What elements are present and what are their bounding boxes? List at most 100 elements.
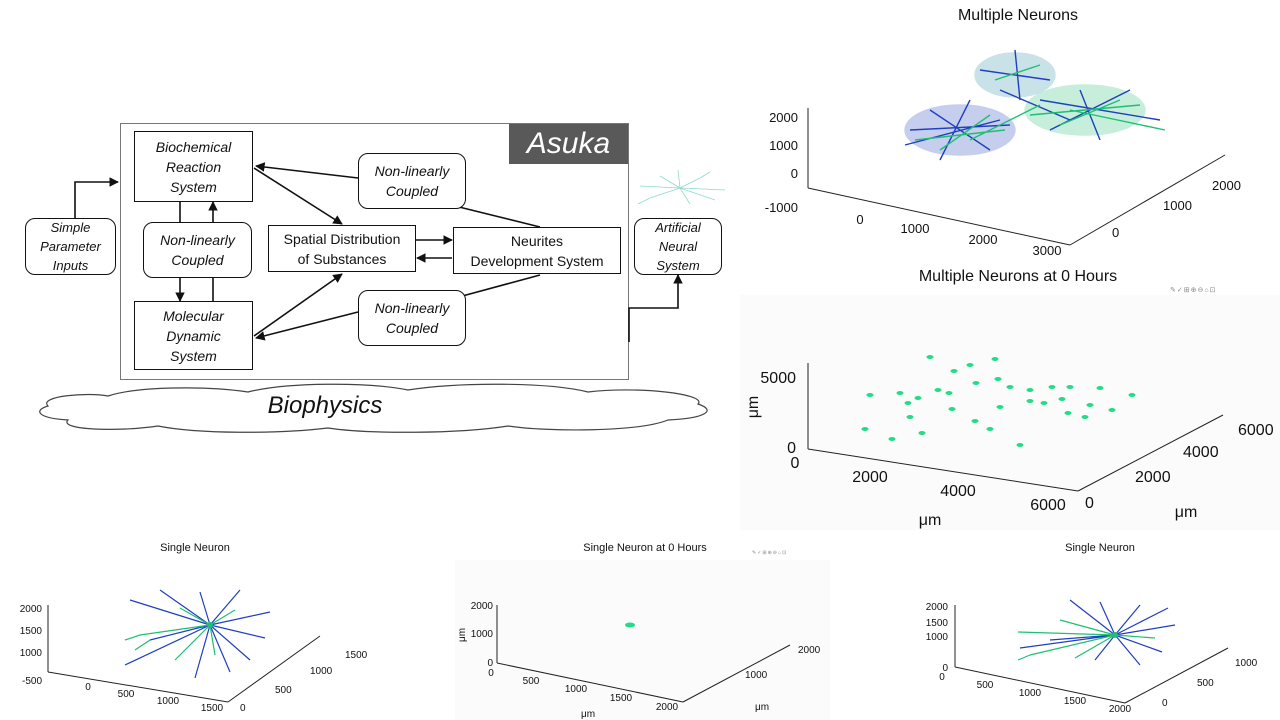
z-tick: 2000 <box>769 110 798 125</box>
asuka-brand: Asuka <box>509 124 628 164</box>
neuron-soma-spot <box>888 437 896 441</box>
neuron-soma-spot <box>934 388 942 392</box>
neuron-soma-spot <box>1026 388 1034 392</box>
artificial-neural-system-node: Artificial Neural System <box>634 218 722 275</box>
neuron-soma-spot <box>1006 385 1014 389</box>
z-axis-label: μm <box>457 628 468 642</box>
x-tick: 1000 <box>565 684 588 695</box>
y-tick: 1000 <box>1163 198 1192 213</box>
y-tick: 1500 <box>345 650 368 661</box>
plot-title-single-neuron-right: Single Neuron <box>1065 542 1135 554</box>
neuron-soma-spot <box>914 396 922 400</box>
neuron-soma-spot <box>1081 415 1089 419</box>
neuron-cloud-multiple <box>904 49 1166 161</box>
neuron-soma-spot <box>1086 403 1094 407</box>
diagram-arrows <box>74 162 683 342</box>
neuron-soma-spot <box>866 393 874 397</box>
y-tick: 4000 <box>1183 444 1219 461</box>
neuron-soma-spot <box>1048 385 1056 389</box>
biophysics-cloud <box>39 383 708 433</box>
x-tick: 4000 <box>940 483 976 500</box>
x-tick: 1500 <box>1064 696 1087 707</box>
z-tick: 1000 <box>769 138 798 153</box>
y-tick: 1000 <box>310 666 333 677</box>
x-tick: 0 <box>791 455 800 472</box>
z-tick: 1500 <box>20 626 43 637</box>
neuron-soma-spot <box>1128 393 1136 397</box>
x-tick: 1000 <box>157 696 180 707</box>
molecular-dynamic-system-node: Molecular Dynamic System <box>134 301 253 370</box>
x-tick: 2000 <box>656 702 679 713</box>
x-tick: 500 <box>118 689 135 700</box>
z-tick: 2000 <box>926 602 949 613</box>
single-neuron-morphology <box>124 589 271 679</box>
plot-single-neuron-0h: 2000 1000 0 μm 0 500 1000 1500 2000 μm 1… <box>455 560 830 720</box>
y-tick: 0 <box>1162 698 1168 709</box>
coupled-left-node: Non-linearly Coupled <box>143 222 252 278</box>
z-tick: 0 <box>787 440 796 457</box>
x-tick: 1500 <box>201 703 224 714</box>
y-tick: 0 <box>1085 495 1094 512</box>
neuron-soma-spot <box>1096 386 1104 390</box>
y-tick: 0 <box>1112 225 1119 240</box>
x-tick: 3000 <box>1033 243 1062 258</box>
y-axis-label: μm <box>755 702 769 713</box>
y-tick: 2000 <box>798 645 821 656</box>
neuron-soma-spot <box>986 427 994 431</box>
x-tick: 2000 <box>1109 704 1132 715</box>
x-tick: 0 <box>939 672 945 683</box>
z-tick: -500 <box>22 676 42 687</box>
simple-parameter-inputs-node: Simple Parameter Inputs <box>25 218 116 275</box>
neuron-soma-spot <box>948 407 956 411</box>
x-tick: 1000 <box>901 221 930 236</box>
spatial-distribution-node: Spatial Distribution of Substances <box>268 225 416 272</box>
neuron-soma-spot <box>971 419 979 423</box>
neuron-thumbnail-icon <box>637 169 726 205</box>
neuron-soma-spot <box>950 369 958 373</box>
plot-toolbar-icons[interactable]: ✎✓⊞⊕⊖⌂⊡ <box>1170 287 1217 294</box>
plot-toolbar-icons-small[interactable]: ✎✓⊞⊕⊖⌂⊡ <box>752 550 788 556</box>
z-tick: 5000 <box>760 370 796 387</box>
x-tick: 2000 <box>969 232 998 247</box>
z-tick: 1500 <box>926 618 949 629</box>
z-axis-label: μm <box>745 396 762 419</box>
z-tick: -1000 <box>765 200 798 215</box>
neuron-soma-spot <box>996 405 1004 409</box>
single-neuron-morphology-right <box>1017 599 1176 666</box>
neuron-soma-spot <box>1016 443 1024 447</box>
neuron-somata-scatter <box>861 355 1136 447</box>
plot-single-neuron: 2000 1500 1000 -500 0 500 1000 1500 0 50… <box>20 589 368 714</box>
x-tick: 500 <box>523 676 540 687</box>
neuron-soma-spot <box>625 622 635 628</box>
y-tick: 2000 <box>1135 469 1171 486</box>
neuron-soma-spot <box>1064 411 1072 415</box>
x-tick: 1000 <box>1019 688 1042 699</box>
plot-title-single-neuron-0h: Single Neuron at 0 Hours <box>583 542 707 554</box>
x-tick: 2000 <box>852 469 888 486</box>
biochemical-reaction-system-node: Biochemical Reaction System <box>134 131 253 202</box>
z-tick: 0 <box>942 663 948 674</box>
x-tick: 6000 <box>1030 497 1066 514</box>
neuron-soma-spot <box>1026 399 1034 403</box>
neuron-soma-spot <box>896 391 904 395</box>
plot-title-single-neuron: Single Neuron <box>160 542 230 554</box>
neurites-development-node: Neurites Development System <box>453 227 621 274</box>
z-tick: 2000 <box>20 604 43 615</box>
y-tick: 0 <box>240 703 246 714</box>
x-tick: 0 <box>488 668 494 679</box>
y-tick: 2000 <box>1212 178 1241 193</box>
coupled-top-node: Non-linearly Coupled <box>358 153 466 209</box>
y-tick: 1000 <box>1235 658 1258 669</box>
neuron-soma-spot <box>1108 408 1116 412</box>
plot-title-multiple-neurons-0h: Multiple Neurons at 0 Hours <box>918 268 1118 285</box>
neuron-soma-spot <box>926 355 934 359</box>
x-tick: 500 <box>977 680 994 691</box>
neuron-soma-spot <box>861 427 869 431</box>
neuron-soma-spot <box>994 377 1002 381</box>
y-tick: 1000 <box>745 670 768 681</box>
neuron-soma-spot <box>991 357 999 361</box>
neuron-soma-spot <box>904 401 912 405</box>
x-tick: 0 <box>856 212 863 227</box>
neuron-soma-spot <box>906 415 914 419</box>
neuron-soma-spot <box>1040 401 1048 405</box>
